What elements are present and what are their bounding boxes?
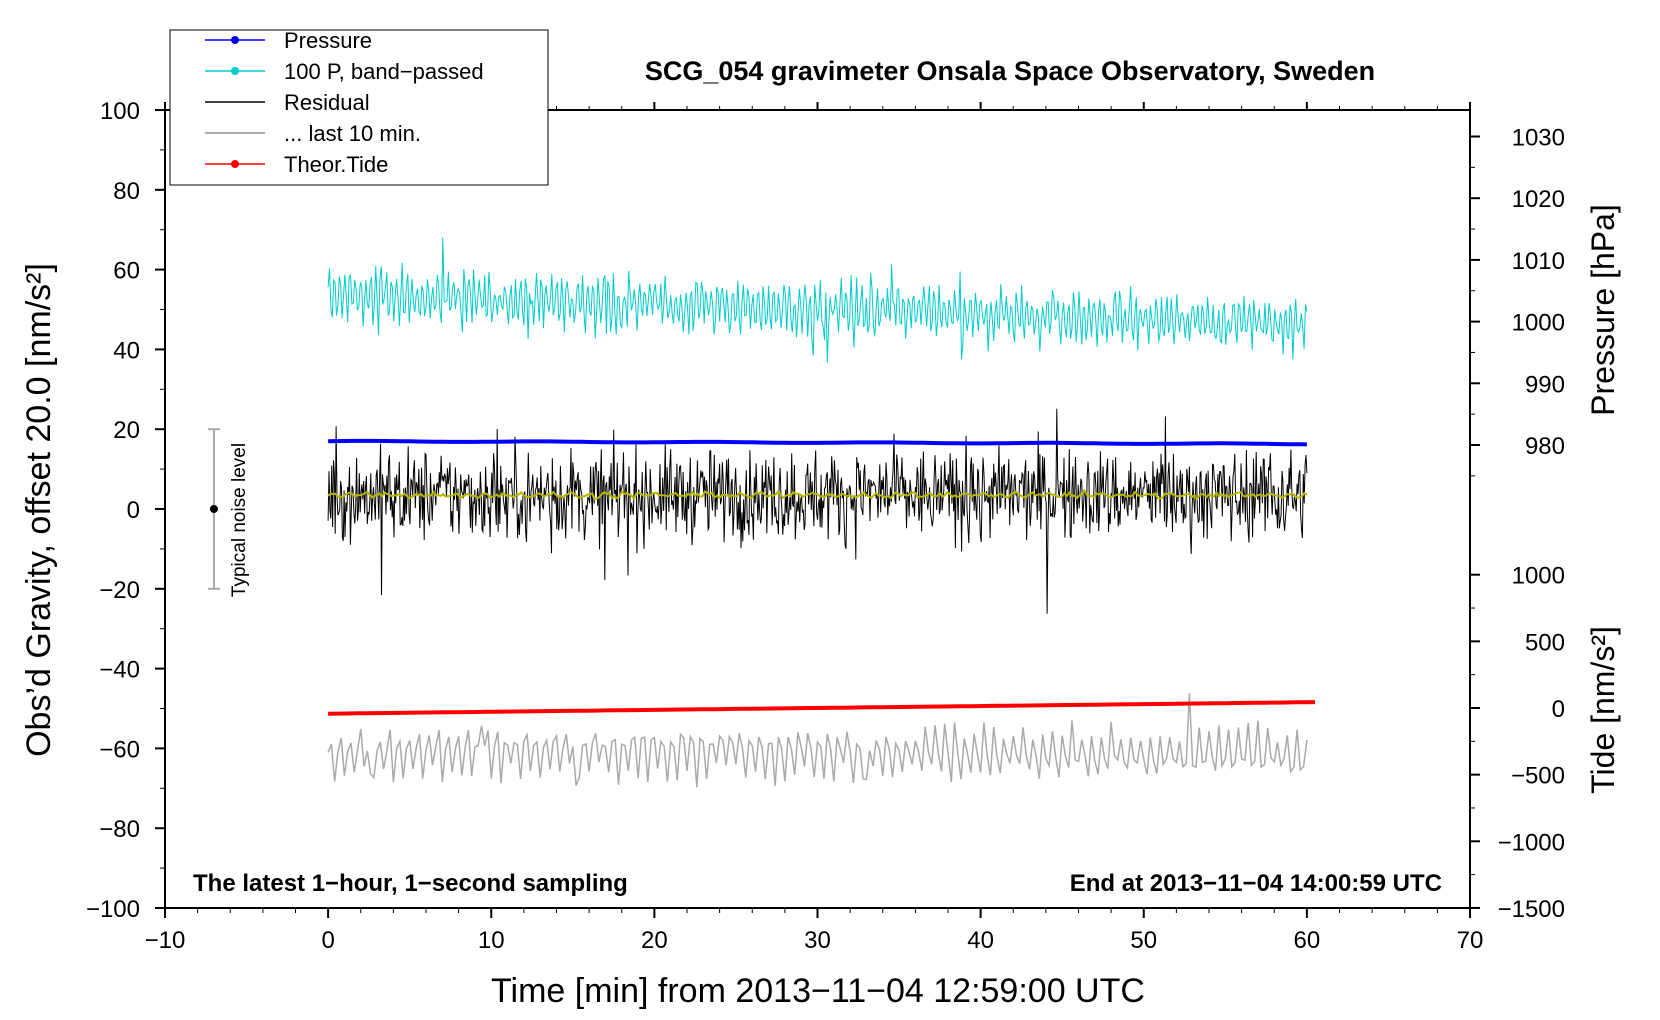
series-theoretical-tide — [328, 700, 1316, 716]
pressure-tick-label: 980 — [1525, 433, 1565, 460]
annotation-sampling: The latest 1−hour, 1−second sampling — [193, 870, 628, 897]
y-tick-label: 60 — [113, 258, 140, 285]
legend-marker — [231, 160, 239, 168]
legend-label: Residual — [284, 90, 370, 115]
x-axis-label: Time [min] from 2013−11−04 12:59:00 UTC — [491, 972, 1145, 1010]
y-axis-label-left: Obs’d Gravity, offset 20.0 [nm/s²] — [20, 263, 58, 757]
y-tick-label: −100 — [86, 896, 140, 923]
pressure-tick-label: 1020 — [1512, 186, 1565, 213]
x-tick-label: 20 — [641, 927, 668, 954]
x-tick-label: 70 — [1457, 927, 1484, 954]
annotation-end-time: End at 2013−11−04 14:00:59 UTC — [1070, 870, 1442, 897]
tide-tick-label: −1500 — [1498, 896, 1565, 923]
legend-label: Theor.Tide — [284, 152, 388, 177]
tide-tick-label: 0 — [1552, 696, 1565, 723]
tide-tick-label: −500 — [1511, 763, 1565, 790]
pressure-tick-label: 1030 — [1512, 125, 1565, 152]
y-tick-label: −80 — [99, 816, 140, 843]
legend-label: ... last 10 min. — [284, 121, 421, 146]
tide-tick-label: −1000 — [1498, 829, 1565, 856]
x-tick-label: 10 — [478, 927, 505, 954]
series-residual — [327, 408, 1308, 614]
legend-label: 100 P, band−passed — [284, 59, 484, 84]
chart-title: SCG_054 gravimeter Onsala Space Observat… — [645, 56, 1375, 86]
y-tick-label: −60 — [99, 736, 140, 763]
noise-bar-center — [209, 505, 218, 513]
x-tick-label: 0 — [321, 927, 334, 954]
noise-level-label: Typical noise level — [229, 443, 250, 597]
y-tick-label: −40 — [99, 657, 140, 684]
legend-label: Pressure — [284, 28, 372, 53]
y-axis-label-pressure: Pressure [hPa] — [1585, 204, 1621, 416]
y-tick-label: −20 — [99, 577, 140, 604]
legend-marker — [231, 67, 239, 75]
y-axis-label-tide: Tide [nm/s²] — [1585, 626, 1621, 794]
x-tick-label: −10 — [145, 927, 186, 954]
x-tick-label: 30 — [804, 927, 831, 954]
legend-box — [169, 29, 549, 186]
axes: −10 0 10 20 30 40 50 60 70−100−80−60−40−20020406… — [86, 98, 1565, 954]
y-tick-label: 100 — [100, 98, 140, 125]
x-tick-label: 50 — [1130, 927, 1157, 954]
y-tick-label: 40 — [113, 337, 140, 364]
series-last-10-min — [327, 693, 1308, 788]
y-tick-label: 0 — [127, 497, 140, 524]
series-layer — [327, 237, 1316, 788]
series-pressure — [328, 438, 1307, 447]
tide-tick-label: 500 — [1525, 629, 1565, 656]
legend-marker — [231, 36, 239, 44]
legend: Pressure 100 P, band−passed Residual ... la… — [169, 28, 549, 186]
pressure-tick-label: 1010 — [1512, 248, 1565, 275]
pressure-tick-label: 990 — [1525, 371, 1565, 398]
series-bandpassed-pressure — [327, 237, 1308, 363]
y-tick-label: 80 — [113, 178, 140, 205]
x-tick-label: 40 — [967, 927, 994, 954]
series-residual-smoothed — [327, 488, 1308, 501]
tide-tick-label: 1000 — [1512, 563, 1565, 590]
y-tick-label: 20 — [113, 417, 140, 444]
x-tick-label: 60 — [1294, 927, 1321, 954]
pressure-tick-label: 1000 — [1512, 310, 1565, 337]
